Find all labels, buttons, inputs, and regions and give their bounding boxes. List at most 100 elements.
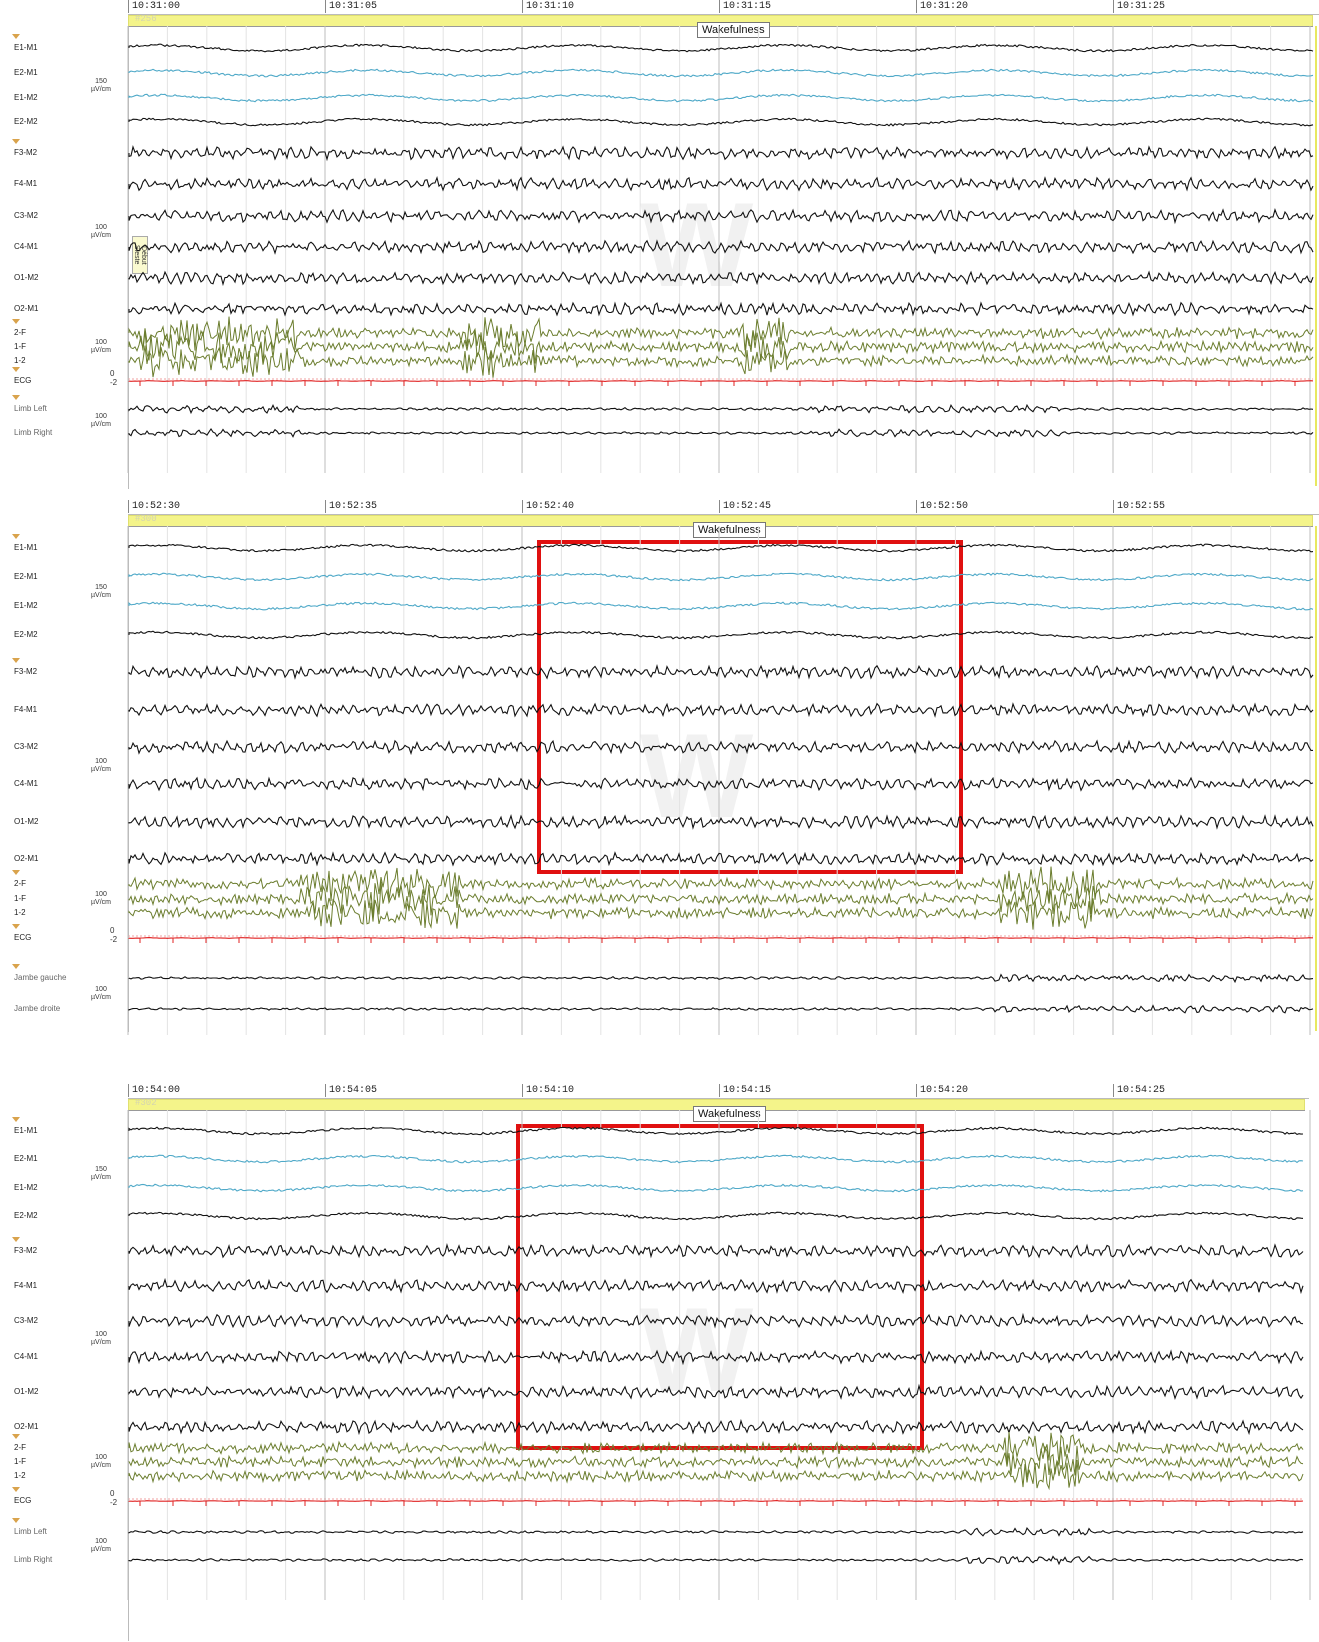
- channel-label[interactable]: Jambe droite: [14, 1004, 61, 1013]
- ecg-scale-mark: 0: [110, 369, 115, 378]
- group-collapse-icon[interactable]: [12, 34, 20, 39]
- channel-label[interactable]: Limb Left: [14, 404, 47, 413]
- channel-label[interactable]: F3-M2: [14, 148, 38, 157]
- scale-label[interactable]: 100 µV/cm: [91, 1331, 111, 1346]
- channel-label[interactable]: C4-M1: [14, 242, 39, 251]
- trace-c3-m2: [128, 1312, 1304, 1329]
- channel-label[interactable]: 1-F: [14, 342, 26, 351]
- sleep-stage-label[interactable]: Wakefulness: [697, 22, 770, 38]
- channel-label[interactable]: E1-M2: [14, 93, 38, 102]
- channel-label[interactable]: O2-M1: [14, 854, 39, 863]
- scale-label[interactable]: 150 µV/cm: [91, 77, 111, 93]
- scale-label[interactable]: 100 µV/cm: [91, 757, 111, 773]
- channel-label[interactable]: Jambe gauche: [14, 973, 67, 982]
- trace-1-f: [128, 1445, 1304, 1478]
- group-collapse-icon[interactable]: [12, 964, 20, 969]
- channel-label[interactable]: ECG: [14, 1496, 32, 1505]
- group-collapse-icon[interactable]: [12, 870, 20, 875]
- group-collapse-icon[interactable]: [12, 319, 20, 324]
- group-collapse-icon[interactable]: [12, 139, 20, 144]
- channel-label[interactable]: F3-M2: [14, 1246, 38, 1255]
- trace-1-2: [128, 344, 1314, 378]
- scale-label[interactable]: 100 µV/cm: [91, 1454, 111, 1469]
- sleep-stage-label[interactable]: Wakefulness: [693, 522, 766, 538]
- channel-label[interactable]: E2-M2: [14, 630, 38, 639]
- channel-label[interactable]: 2-F: [14, 879, 26, 888]
- channel-label[interactable]: E2-M1: [14, 68, 38, 77]
- channel-label[interactable]: Limb Left: [14, 1527, 47, 1536]
- channel-label[interactable]: O1-M2: [14, 1387, 39, 1396]
- epoch-panel-2[interactable]: 10:52:30 10:52:35 10:52:40 10:52:45 10:5…: [0, 500, 1319, 1035]
- scale-label[interactable]: 100 µV/cm: [91, 1538, 111, 1553]
- channel-label[interactable]: ECG: [14, 376, 32, 385]
- channel-label[interactable]: E1-M2: [14, 601, 38, 610]
- trace-f4-m1: [128, 1277, 1304, 1295]
- channel-label[interactable]: ECG: [14, 933, 32, 942]
- channel-label[interactable]: E1-M1: [14, 1126, 38, 1135]
- trace-e1-m2: [128, 601, 1314, 611]
- signal-traces: [127, 26, 1314, 473]
- channel-label[interactable]: E2-M1: [14, 572, 38, 581]
- time-tick: 10:54:25: [1113, 1084, 1165, 1097]
- channel-label[interactable]: O1-M2: [14, 273, 39, 282]
- scale-label[interactable]: 150 µV/cm: [91, 583, 111, 599]
- channel-label[interactable]: 1-2: [14, 908, 26, 917]
- time-tick: 10:54:20: [916, 1084, 968, 1097]
- channel-label[interactable]: 2-F: [14, 328, 26, 337]
- channel-label[interactable]: E2-M1: [14, 1154, 38, 1163]
- channel-label[interactable]: 1-F: [14, 894, 26, 903]
- time-tick: 10:31:10: [522, 0, 574, 13]
- trace-o2-m1: [128, 851, 1314, 867]
- group-collapse-icon[interactable]: [12, 1237, 20, 1242]
- scale-label[interactable]: 100 µV/cm: [91, 413, 111, 428]
- channel-label[interactable]: E2-M2: [14, 1211, 38, 1220]
- channel-label[interactable]: E1-M1: [14, 543, 38, 552]
- channel-label[interactable]: E2-M2: [14, 117, 38, 126]
- group-collapse-icon[interactable]: [12, 1487, 20, 1492]
- channel-label[interactable]: F4-M1: [14, 179, 38, 188]
- channel-label[interactable]: 1-2: [14, 356, 26, 365]
- group-collapse-icon[interactable]: [12, 1518, 20, 1523]
- group-collapse-icon[interactable]: [12, 395, 20, 400]
- scale-label[interactable]: 100 µV/cm: [91, 223, 111, 239]
- channel-label[interactable]: E1-M2: [14, 1183, 38, 1192]
- group-collapse-icon[interactable]: [12, 1117, 20, 1122]
- channel-label[interactable]: O2-M1: [14, 1422, 39, 1431]
- scale-label[interactable]: 150 µV/cm: [91, 1165, 111, 1181]
- time-tick: 10:52:50: [916, 500, 968, 513]
- epoch-panel-1[interactable]: 10:31:00 10:31:05 10:31:10 10:31:15 10:3…: [0, 0, 1319, 490]
- scale-label[interactable]: 100 µV/cm: [91, 891, 111, 906]
- channel-label[interactable]: C4-M1: [14, 1352, 39, 1361]
- sleep-stage-label[interactable]: Wakefulness: [693, 1106, 766, 1122]
- channel-label[interactable]: 1-2: [14, 1471, 26, 1480]
- scale-label[interactable]: 100 µV/cm: [91, 339, 111, 354]
- ecg-scale-mark: -2: [110, 378, 118, 387]
- channel-label[interactable]: O2-M1: [14, 304, 39, 313]
- channel-label[interactable]: C4-M1: [14, 779, 39, 788]
- trace-c4-m1: [128, 776, 1314, 792]
- channel-label[interactable]: E1-M1: [14, 43, 38, 52]
- trace-f3-m2: [128, 1242, 1304, 1259]
- epoch-panel-3[interactable]: 10:54:00 10:54:05 10:54:10 10:54:15 10:5…: [0, 1084, 1319, 1642]
- trace-c3-m2: [128, 739, 1313, 756]
- scroll-bar[interactable]: [1315, 26, 1317, 486]
- trace-c4-m1: [128, 239, 1314, 255]
- channel-label[interactable]: F3-M2: [14, 667, 38, 676]
- channel-label[interactable]: 2-F: [14, 1443, 26, 1452]
- group-collapse-icon[interactable]: [12, 658, 20, 663]
- channel-label[interactable]: C3-M2: [14, 211, 39, 220]
- channel-label[interactable]: F4-M1: [14, 705, 38, 714]
- group-collapse-icon[interactable]: [12, 924, 20, 929]
- scroll-bar[interactable]: [1315, 526, 1317, 1031]
- group-collapse-icon[interactable]: [12, 367, 20, 372]
- scale-label[interactable]: 100 µV/cm: [91, 985, 111, 1001]
- channel-label[interactable]: C3-M2: [14, 742, 39, 751]
- channel-label[interactable]: 1-F: [14, 1457, 26, 1466]
- channel-label[interactable]: F4-M1: [14, 1281, 38, 1290]
- channel-label[interactable]: Limb Right: [14, 1555, 53, 1564]
- group-collapse-icon[interactable]: [12, 534, 20, 539]
- channel-label[interactable]: C3-M2: [14, 1316, 39, 1325]
- channel-label[interactable]: Limb Right: [14, 428, 53, 437]
- channel-label[interactable]: O1-M2: [14, 817, 39, 826]
- group-collapse-icon[interactable]: [12, 1434, 20, 1439]
